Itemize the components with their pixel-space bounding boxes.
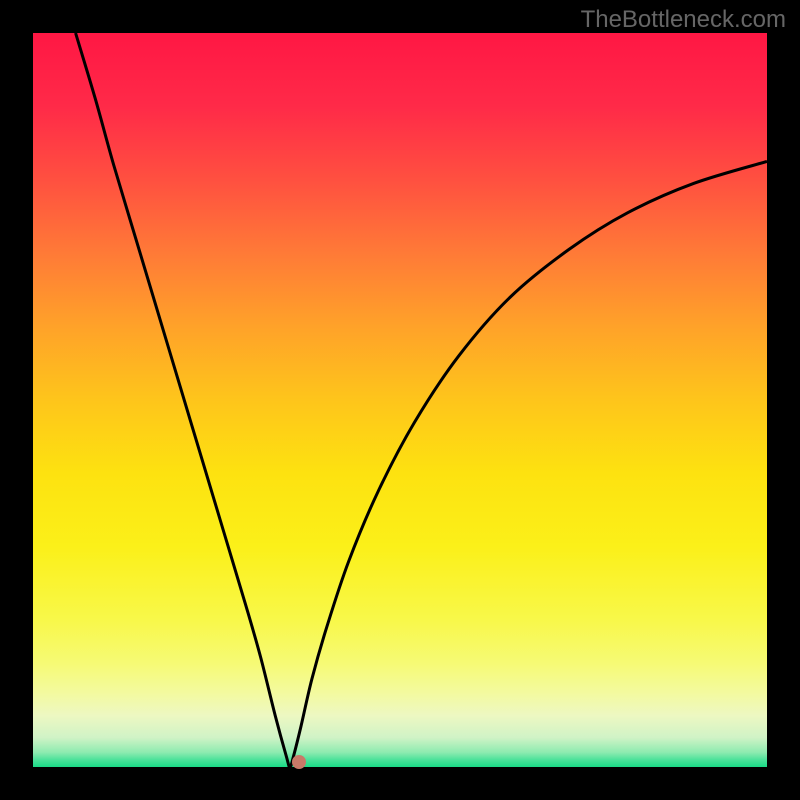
plot-area — [33, 33, 767, 767]
watermark-text: TheBottleneck.com — [581, 6, 786, 34]
optimal-point-marker — [292, 755, 306, 769]
bottleneck-curve — [33, 33, 767, 767]
